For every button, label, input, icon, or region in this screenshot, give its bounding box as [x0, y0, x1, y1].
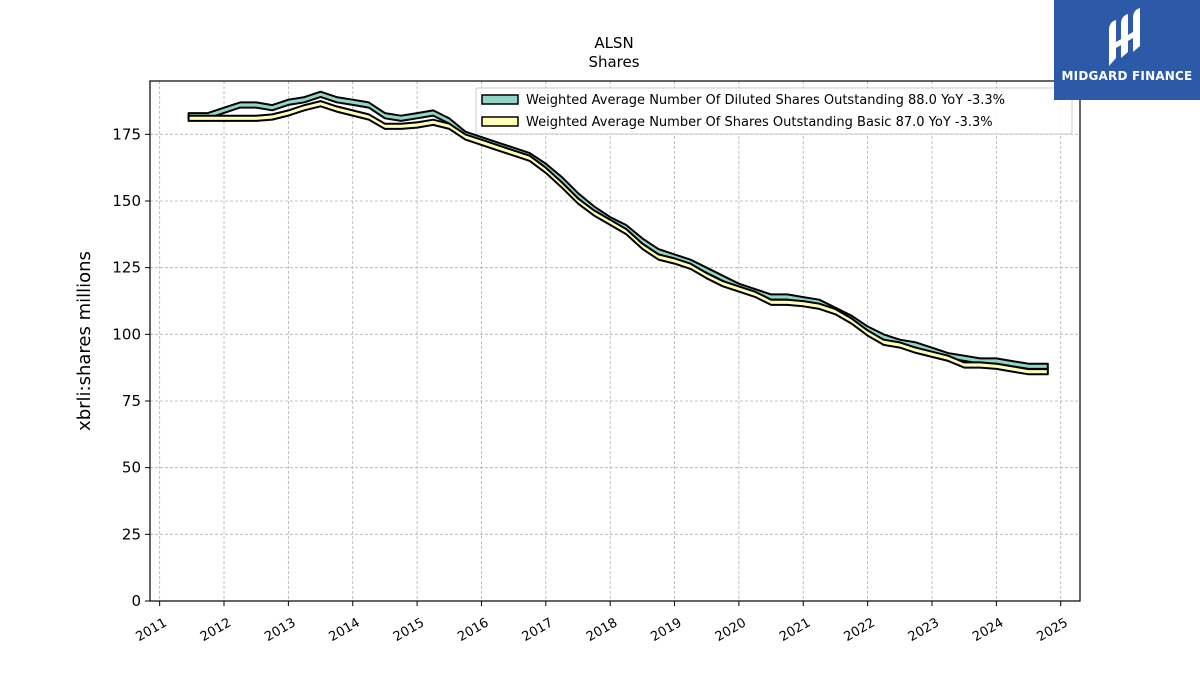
- legend: Weighted Average Number Of Diluted Share…: [475, 87, 1073, 135]
- x-ticks: 2011 2012 2013 2014 2015 2016 2017 2018 2019 2020…: [133, 601, 1071, 645]
- x-tick-label: 2014: [327, 615, 363, 645]
- y-ticks: 0 25 50 75 100 125 150 175: [112, 125, 150, 610]
- chart-title: ALSN: [594, 34, 633, 52]
- y-tick-label: 75: [122, 392, 141, 410]
- y-tick-label: 0: [131, 592, 141, 610]
- x-tick-label: 2022: [841, 615, 877, 645]
- x-tick-label: 2020: [713, 615, 749, 645]
- x-tick-label: 2021: [777, 615, 813, 645]
- x-tick-label: 2019: [648, 615, 684, 645]
- x-tick-label: 2023: [906, 615, 942, 645]
- x-tick-label: 2024: [970, 615, 1006, 645]
- legend-swatch-diluted: [481, 94, 519, 105]
- brand-name: MIDGARD FINANCE: [1061, 69, 1193, 83]
- y-tick-label: 100: [112, 325, 141, 343]
- y-tick-label: 50: [122, 459, 141, 477]
- grid-lines: [150, 81, 1080, 601]
- x-tick-label: 2016: [455, 615, 491, 645]
- x-tick-label: 2017: [520, 615, 556, 645]
- x-tick-label: 2025: [1035, 615, 1071, 645]
- y-tick-label: 125: [112, 259, 141, 277]
- x-tick-label: 2018: [584, 615, 620, 645]
- legend-box: [475, 87, 1073, 135]
- y-tick-label: 175: [112, 125, 141, 143]
- x-tick-label: 2015: [391, 615, 427, 645]
- legend-label-basic: Weighted Average Number Of Shares Outsta…: [526, 115, 993, 130]
- legend-label-diluted: Weighted Average Number Of Diluted Share…: [526, 93, 1005, 108]
- x-tick-label: 2011: [133, 615, 169, 645]
- x-tick-label: 2013: [262, 615, 298, 645]
- y-axis-label: xbrli:shares millions: [74, 251, 95, 431]
- midgard-logo-icon: [1109, 8, 1140, 66]
- series-layer: [187, 90, 1049, 376]
- chart-subtitle: Shares: [588, 53, 639, 71]
- plot-frame: [149, 80, 1081, 602]
- y-tick-label: 25: [122, 525, 141, 543]
- y-tick-label: 150: [112, 192, 141, 210]
- x-tick-label: 2012: [198, 615, 234, 645]
- brand-logo: MIDGARD FINANCE: [1054, 0, 1200, 100]
- series-basic-band: [187, 100, 1049, 376]
- legend-swatch-basic: [481, 116, 519, 127]
